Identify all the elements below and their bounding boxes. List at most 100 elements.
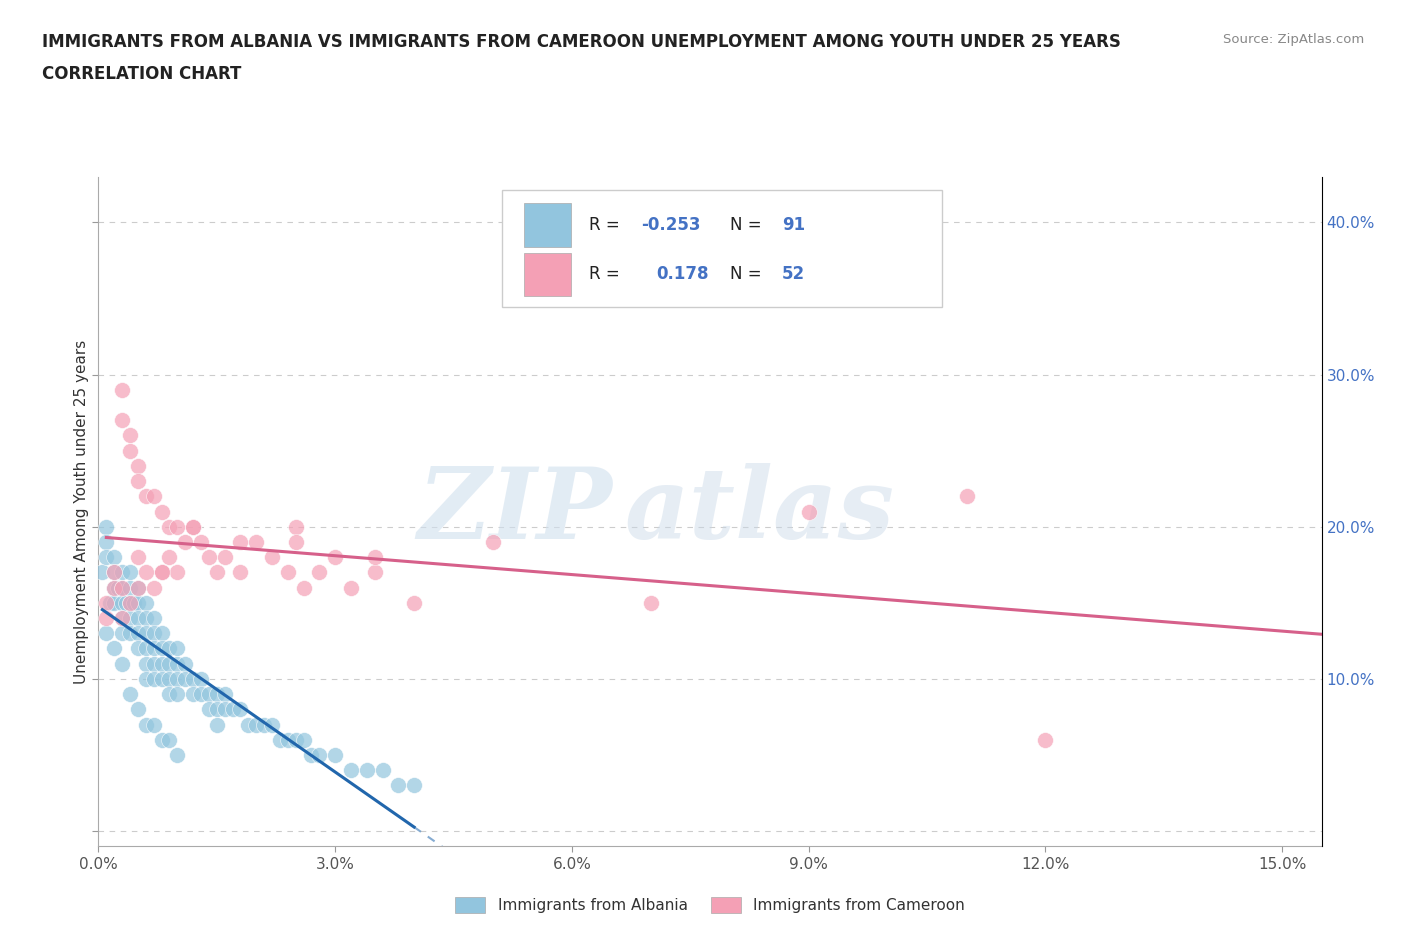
Point <box>221 702 243 717</box>
Point <box>103 641 125 656</box>
Point <box>260 717 283 732</box>
Point <box>127 473 149 488</box>
Point <box>166 671 188 686</box>
Point <box>150 626 173 641</box>
Point <box>111 565 134 579</box>
Point <box>96 626 118 641</box>
Point <box>174 535 197 550</box>
Point <box>159 519 181 534</box>
Point <box>308 748 330 763</box>
Point <box>198 702 221 717</box>
Point <box>91 565 114 579</box>
Bar <box>524 204 571 247</box>
Point <box>404 595 426 610</box>
Point <box>301 748 323 763</box>
Point <box>277 565 299 579</box>
Point <box>955 489 977 504</box>
Text: R =: R = <box>589 217 624 234</box>
Point <box>371 763 394 777</box>
Point <box>1035 732 1057 747</box>
Point <box>323 748 346 763</box>
Point <box>205 702 228 717</box>
Point <box>181 519 204 534</box>
Point <box>159 686 181 701</box>
Point <box>308 565 330 579</box>
Point <box>214 702 236 717</box>
Point <box>107 580 129 595</box>
Point <box>135 671 157 686</box>
Point <box>111 595 134 610</box>
Point <box>103 565 125 579</box>
Point <box>181 671 204 686</box>
Y-axis label: Unemployment Among Youth under 25 years: Unemployment Among Youth under 25 years <box>75 339 89 684</box>
Point <box>166 565 188 579</box>
Point <box>214 550 236 565</box>
Text: -0.253: -0.253 <box>641 217 702 234</box>
Point <box>253 717 276 732</box>
Point <box>190 671 212 686</box>
Point <box>159 641 181 656</box>
Point <box>150 641 173 656</box>
Point <box>118 595 141 610</box>
Point <box>127 641 149 656</box>
Point <box>387 778 409 793</box>
Point <box>260 550 283 565</box>
Point <box>103 550 125 565</box>
Point <box>118 444 141 458</box>
Point <box>166 657 188 671</box>
Point <box>96 550 118 565</box>
Point <box>111 657 134 671</box>
Point <box>166 519 188 534</box>
Point <box>356 763 378 777</box>
Point <box>150 657 173 671</box>
Point <box>150 671 173 686</box>
Point <box>111 413 134 428</box>
Point <box>111 611 134 626</box>
Point <box>111 580 134 595</box>
Text: IMMIGRANTS FROM ALBANIA VS IMMIGRANTS FROM CAMEROON UNEMPLOYMENT AMONG YOUTH UND: IMMIGRANTS FROM ALBANIA VS IMMIGRANTS FR… <box>42 33 1121 50</box>
Point <box>245 535 267 550</box>
Text: Source: ZipAtlas.com: Source: ZipAtlas.com <box>1223 33 1364 46</box>
Point <box>135 657 157 671</box>
Point <box>142 611 165 626</box>
Point <box>127 626 149 641</box>
Point <box>142 671 165 686</box>
Bar <box>524 253 571 297</box>
Point <box>135 595 157 610</box>
Point <box>205 717 228 732</box>
Point <box>111 382 134 397</box>
Point <box>127 595 149 610</box>
Point <box>404 778 426 793</box>
Text: 91: 91 <box>782 217 806 234</box>
Text: N =: N = <box>730 265 766 284</box>
Point <box>323 550 346 565</box>
Point <box>292 580 315 595</box>
Point <box>198 686 221 701</box>
Point <box>214 686 236 701</box>
Point <box>135 565 157 579</box>
Point <box>181 519 204 534</box>
Point <box>174 671 197 686</box>
Point <box>482 535 505 550</box>
Point <box>118 580 141 595</box>
Point <box>340 763 363 777</box>
Point <box>284 535 307 550</box>
Text: N =: N = <box>730 217 766 234</box>
Point <box>135 611 157 626</box>
Point <box>142 641 165 656</box>
Point <box>640 595 662 610</box>
Point <box>127 458 149 473</box>
Point <box>142 580 165 595</box>
Point <box>159 732 181 747</box>
Point <box>205 565 228 579</box>
Point <box>363 565 385 579</box>
Point <box>111 611 134 626</box>
Point <box>150 732 173 747</box>
Text: 0.178: 0.178 <box>657 265 709 284</box>
Point <box>118 686 141 701</box>
Point <box>174 657 197 671</box>
Point <box>190 535 212 550</box>
Point <box>277 732 299 747</box>
Point <box>142 657 165 671</box>
Point <box>127 611 149 626</box>
